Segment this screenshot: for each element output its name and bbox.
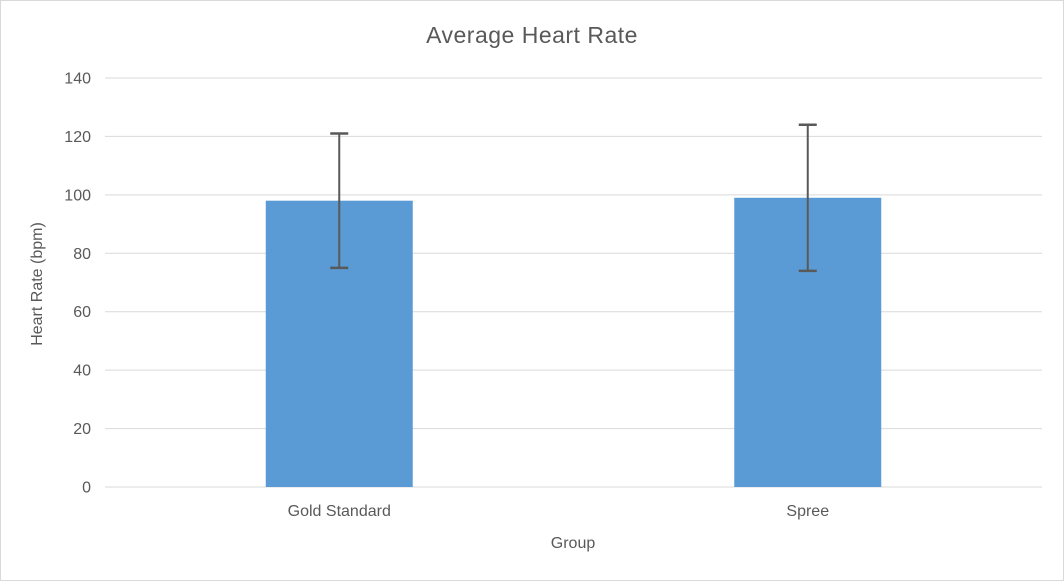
x-axis-title: Group: [550, 535, 596, 552]
y-tick-label: 120: [64, 129, 91, 146]
y-tick-label: 80: [73, 246, 91, 263]
y-tick-label: 0: [82, 480, 91, 497]
category-label: Gold Standard: [288, 503, 391, 520]
chart-title: Average Heart Rate: [426, 22, 638, 48]
y-tick-label: 60: [73, 304, 91, 321]
y-tick-label: 40: [73, 363, 91, 380]
y-tick-label: 20: [73, 421, 91, 438]
y-tick-label: 100: [64, 187, 91, 204]
y-tick-label: 140: [64, 71, 91, 88]
category-label: Spree: [786, 503, 829, 520]
